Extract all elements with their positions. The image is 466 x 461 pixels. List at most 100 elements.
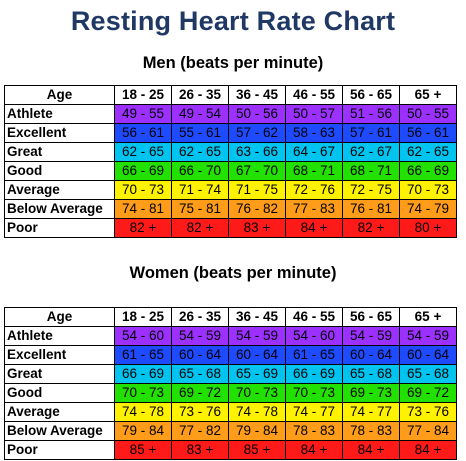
men-fitness-level-label: Good	[4, 161, 115, 181]
men-heart-rate-cell: 76 - 81	[342, 199, 400, 219]
men-row-good: Good 66 - 69 66 - 70 67 - 70 68 - 71 68 - 71 6…	[4, 161, 457, 181]
women-fitness-level-label: Poor	[4, 440, 115, 460]
men-heart-rate-cell: 62 - 65	[399, 142, 457, 162]
men-fitness-level-label: Excellent	[4, 123, 115, 143]
women-heart-rate-cell: 77 - 82	[171, 421, 229, 441]
women-heart-rate-cell: 78 - 83	[342, 421, 400, 441]
men-heart-rate-cell: 72 - 75	[342, 180, 400, 200]
women-age-group-header: 56 - 65	[342, 307, 400, 327]
women-heart-rate-cell: 84 +	[285, 440, 343, 460]
women-age-group-header: 26 - 35	[171, 307, 229, 327]
women-row-average: Average 74 - 78 73 - 76 74 - 78 74 - 77 74 - …	[4, 402, 457, 422]
chart-title: Resting Heart Rate Chart	[70, 6, 396, 36]
women-row-below-average: Below Average 79 - 84 77 - 82 79 - 84 78 - 8…	[4, 421, 457, 441]
men-heart-rate-cell: 68 - 71	[342, 161, 400, 181]
women-heart-rate-cell: 74 - 77	[285, 402, 343, 422]
women-heart-rate-cell: 60 - 64	[171, 345, 229, 365]
women-heart-rate-cell: 77 - 84	[399, 421, 457, 441]
women-age-group-header: 18 - 25	[114, 307, 172, 327]
men-heart-rate-cell: 77 - 83	[285, 199, 343, 219]
men-heart-rate-cell: 50 - 57	[285, 104, 343, 124]
women-heart-rate-cell: 69 - 72	[399, 383, 457, 403]
women-heart-rate-cell: 65 - 68	[342, 364, 400, 384]
women-heart-rate-cell: 54 - 59	[228, 326, 286, 346]
men-heart-rate-cell: 66 - 70	[171, 161, 229, 181]
women-age-header: Age	[4, 307, 115, 327]
men-table-body: Athlete 49 - 55 49 - 54 50 - 56 50 - 57 51 - …	[4, 104, 457, 238]
men-heart-rate-cell: 62 - 65	[171, 142, 229, 162]
women-heart-rate-cell: 60 - 64	[228, 345, 286, 365]
men-age-group-header: 18 - 25	[114, 85, 172, 105]
men-row-athlete: Athlete 49 - 55 49 - 54 50 - 56 50 - 57 51 - …	[4, 104, 457, 124]
men-table-subtitle: Men (beats per minute)	[142, 54, 324, 72]
men-heart-rate-cell: 58 - 63	[285, 123, 343, 143]
men-heart-rate-cell: 57 - 61	[342, 123, 400, 143]
women-fitness-level-label: Great	[4, 364, 115, 384]
women-heart-rate-cell: 70 - 73	[114, 383, 172, 403]
men-heart-rate-cell: 84 +	[285, 218, 343, 238]
men-heart-rate-cell: 50 - 56	[228, 104, 286, 124]
women-heart-rate-cell: 69 - 73	[342, 383, 400, 403]
women-heart-rate-cell: 79 - 84	[228, 421, 286, 441]
men-heart-rate-cell: 75 - 81	[171, 199, 229, 219]
men-heart-rate-cell: 50 - 55	[399, 104, 457, 124]
women-heart-rate-cell: 60 - 64	[399, 345, 457, 365]
women-heart-rate-cell: 65 - 68	[399, 364, 457, 384]
men-heart-rate-cell: 51 - 56	[342, 104, 400, 124]
women-table-body: Athlete 54 - 60 54 - 59 54 - 59 54 - 60 54 - …	[4, 326, 457, 460]
women-heart-rate-cell: 54 - 59	[342, 326, 400, 346]
men-fitness-level-label: Below Average	[4, 199, 115, 219]
women-heart-rate-cell: 61 - 65	[114, 345, 172, 365]
men-row-great: Great 62 - 65 62 - 65 63 - 66 64 - 67 62 - 67…	[4, 142, 457, 162]
women-heart-rate-table: Age 18 - 25 26 - 35 36 - 45 46 - 55 56 -…	[4, 307, 457, 460]
women-age-group-header: 65 +	[399, 307, 457, 327]
men-age-group-header: 65 +	[399, 85, 457, 105]
men-heart-rate-cell: 82 +	[342, 218, 400, 238]
men-fitness-level-label: Great	[4, 142, 115, 162]
women-heart-rate-cell: 70 - 73	[228, 383, 286, 403]
women-row-excellent: Excellent 61 - 65 60 - 64 60 - 64 61 - 65 60 …	[4, 345, 457, 365]
women-row-athlete: Athlete 54 - 60 54 - 59 54 - 59 54 - 60 54 - …	[4, 326, 457, 346]
women-heart-rate-cell: 54 - 59	[171, 326, 229, 346]
women-table-subtitle: Women (beats per minute)	[129, 264, 337, 282]
men-heart-rate-cell: 66 - 69	[399, 161, 457, 181]
men-age-group-header: 26 - 35	[171, 85, 229, 105]
women-heart-rate-cell: 83 +	[171, 440, 229, 460]
women-row-poor: Poor 85 +83 +85 +84 +84 +84 +	[4, 440, 457, 460]
men-heart-rate-cell: 76 - 82	[228, 199, 286, 219]
men-heart-rate-cell: 64 - 67	[285, 142, 343, 162]
women-heart-rate-cell: 84 +	[399, 440, 457, 460]
women-heart-rate-cell: 73 - 76	[399, 402, 457, 422]
women-age-group-header: 46 - 55	[285, 307, 343, 327]
women-heart-rate-cell: 60 - 64	[342, 345, 400, 365]
women-fitness-level-label: Excellent	[4, 345, 115, 365]
men-heart-rate-cell: 70 - 73	[114, 180, 172, 200]
men-fitness-level-label: Athlete	[4, 104, 115, 124]
men-heart-rate-cell: 56 - 61	[399, 123, 457, 143]
women-heart-rate-cell: 69 - 72	[171, 383, 229, 403]
men-age-header: Age	[4, 85, 115, 105]
men-heart-rate-cell: 62 - 67	[342, 142, 400, 162]
men-age-group-header: 36 - 45	[228, 85, 286, 105]
men-heart-rate-cell: 72 - 76	[285, 180, 343, 200]
men-heart-rate-cell: 74 - 81	[114, 199, 172, 219]
men-row-average: Average 70 - 73 71 - 74 71 - 75 72 - 76 72 - …	[4, 180, 457, 200]
men-heart-rate-cell: 49 - 55	[114, 104, 172, 124]
men-heart-rate-cell: 63 - 66	[228, 142, 286, 162]
women-heart-rate-cell: 73 - 76	[171, 402, 229, 422]
women-fitness-level-label: Good	[4, 383, 115, 403]
men-header-row: Age 18 - 25 26 - 35 36 - 45 46 - 55 56 -…	[4, 85, 457, 105]
women-heart-rate-cell: 78 - 83	[285, 421, 343, 441]
women-header-row: Age 18 - 25 26 - 35 36 - 45 46 - 55 56 -…	[4, 307, 457, 327]
women-row-great: Great 66 - 69 65 - 68 65 - 69 66 - 69 65 - 68…	[4, 364, 457, 384]
women-heart-rate-cell: 66 - 69	[285, 364, 343, 384]
men-heart-rate-cell: 56 - 61	[114, 123, 172, 143]
women-heart-rate-cell: 74 - 78	[114, 402, 172, 422]
women-heart-rate-cell: 74 - 78	[228, 402, 286, 422]
men-heart-rate-cell: 70 - 73	[399, 180, 457, 200]
men-heart-rate-cell: 80 +	[399, 218, 457, 238]
men-heart-rate-cell: 71 - 74	[171, 180, 229, 200]
women-heart-rate-cell: 54 - 60	[285, 326, 343, 346]
men-heart-rate-cell: 71 - 75	[228, 180, 286, 200]
men-fitness-level-label: Poor	[4, 218, 115, 238]
